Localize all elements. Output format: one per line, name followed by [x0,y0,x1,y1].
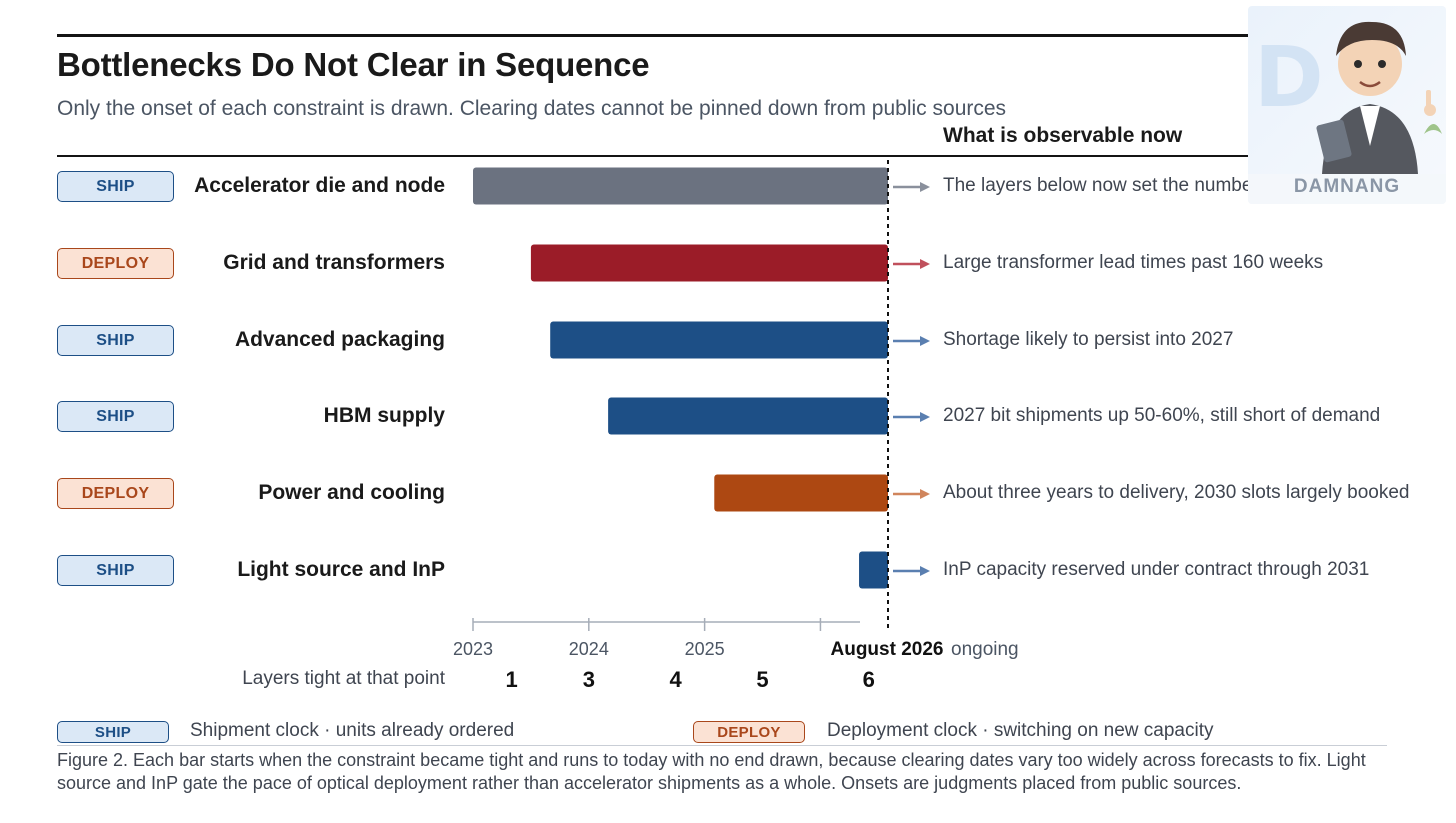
watermark-text: DAMNANG [1293,176,1401,197]
today-label: August 2026 [831,639,944,660]
row-label: Accelerator die and node [194,174,445,197]
bar [530,244,888,282]
svg-text:D: D [1254,28,1324,126]
x-tick-label: 2024 [569,639,609,659]
ship-badge: SHIP [57,401,174,432]
layers-count: 1 [505,667,517,692]
layers-count: 5 [756,667,768,692]
legend-ship-text: Shipment clock · units already ordered [190,720,515,741]
arrow-head [920,259,930,269]
observable-text: Shortage likely to persist into 2027 [943,329,1234,350]
observable-text: Large transformer lead times past 160 we… [943,252,1324,273]
deploy-badge: DEPLOY [57,248,174,279]
ongoing-label: ongoing [951,639,1019,660]
x-tick-label: 2023 [453,639,493,659]
bar [608,397,888,435]
header-rule [57,155,1379,157]
observable-heading: What is observable now [943,124,1183,147]
legend-deploy-badge: DEPLOY [693,721,805,743]
deploy-badge: DEPLOY [57,478,174,509]
row-label: Light source and InP [237,558,445,581]
row-label: Advanced packaging [234,328,445,351]
row-label: Grid and transformers [223,251,445,274]
ship-badge: SHIP [57,555,174,586]
observable-text: 2027 bit shipments up 50-60%, still shor… [943,405,1381,426]
observable-text: The layers below now set the number [943,175,1259,196]
chart-subtitle: Only the onset of each constraint is dra… [57,97,1007,120]
arrow-head [920,412,930,422]
bar [859,551,888,589]
legend-rule [57,745,1387,746]
figure-caption: Figure 2. Each bar starts when the const… [57,750,1366,793]
bar [714,474,888,512]
layers-count: 4 [670,667,683,692]
observable-text: About three years to delivery, 2030 slot… [943,482,1410,503]
row-label: Power and cooling [258,481,445,504]
arrow-head [920,182,930,192]
bar [550,321,888,359]
legend-deploy-text: Deployment clock · switching on new capa… [827,720,1214,741]
top-rule [57,34,1387,37]
bar [473,167,888,205]
legend-ship-badge: SHIP [57,721,169,743]
layers-count: 6 [863,667,875,692]
chart-title: Bottlenecks Do Not Clear in Sequence [57,46,650,83]
mascot-logo-icon: D [1248,21,1446,204]
observable-text: InP capacity reserved under contract thr… [943,559,1370,580]
row-label: HBM supply [323,404,445,427]
arrow-head [920,489,930,499]
arrow-head [920,336,930,346]
watermark-logo: D DAMNANG [1248,6,1446,204]
ship-badge: SHIP [57,171,174,202]
layers-count: 3 [583,667,595,692]
arrow-head [920,566,930,576]
x-tick-label: 2025 [685,639,725,659]
layers-tight-label: Layers tight at that point [242,668,445,689]
ship-badge: SHIP [57,325,174,356]
